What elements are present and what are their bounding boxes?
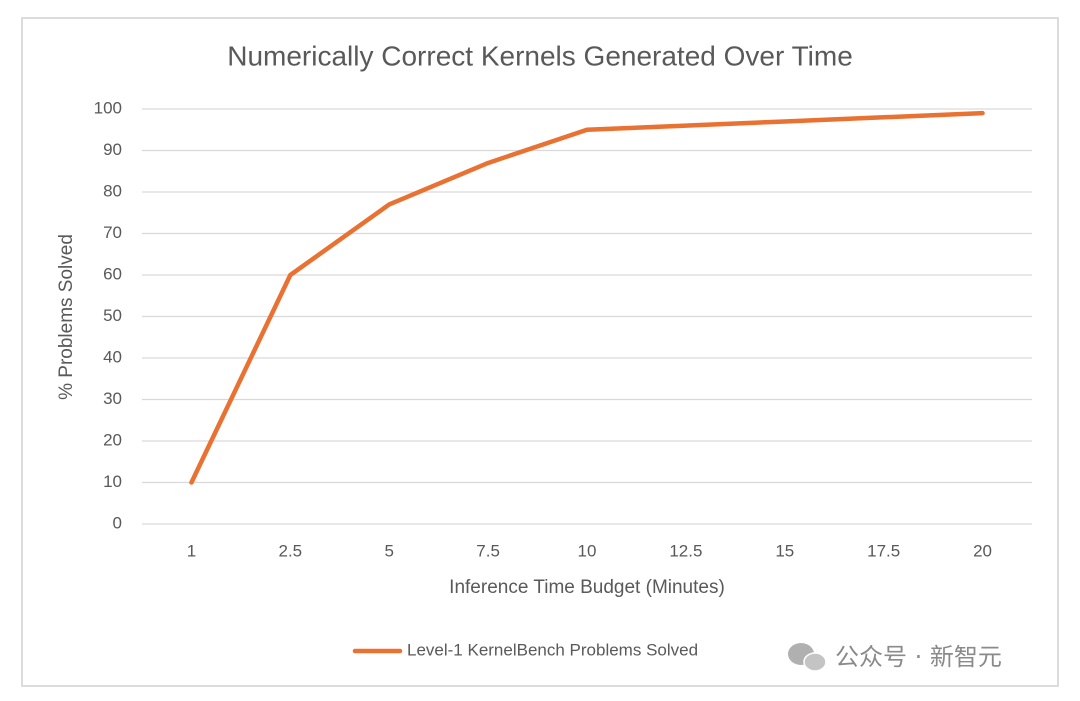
- y-tick-label: 40: [103, 347, 122, 366]
- x-tick-label: 7.5: [476, 541, 500, 560]
- y-tick-label: 100: [94, 98, 122, 117]
- x-tick-label: 12.5: [669, 541, 702, 560]
- y-tick-label: 50: [103, 306, 122, 325]
- y-tick-label: 10: [103, 472, 122, 491]
- x-axis-title: Inference Time Budget (Minutes): [449, 577, 725, 598]
- x-tick-label: 15: [775, 541, 794, 560]
- y-tick-label: 80: [103, 181, 122, 200]
- y-tick-label: 0: [113, 513, 122, 532]
- x-tick-label: 1: [187, 541, 196, 560]
- y-tick-label: 90: [103, 140, 122, 159]
- y-tick-label: 60: [103, 264, 122, 283]
- chart-title: Numerically Correct Kernels Generated Ov…: [227, 40, 853, 71]
- watermark: 公众号 · 新智元: [835, 643, 1002, 671]
- x-tick-label: 2.5: [279, 541, 303, 560]
- y-tick-label: 30: [103, 389, 122, 408]
- x-tick-label: 17.5: [867, 541, 900, 560]
- y-tick-label: 70: [103, 223, 122, 242]
- data-line: [189, 110, 985, 485]
- legend-label: Level-1 KernelBench Problems Solved: [407, 640, 698, 659]
- watermark-icon: [788, 643, 827, 672]
- x-tick-label: 10: [578, 541, 597, 560]
- chart-border: [21, 17, 1059, 687]
- x-tick-label: 5: [384, 541, 393, 560]
- y-axis-title: % Problems Solved: [56, 234, 77, 400]
- x-tick-label: 20: [973, 541, 992, 560]
- y-tick-label: 20: [103, 430, 122, 449]
